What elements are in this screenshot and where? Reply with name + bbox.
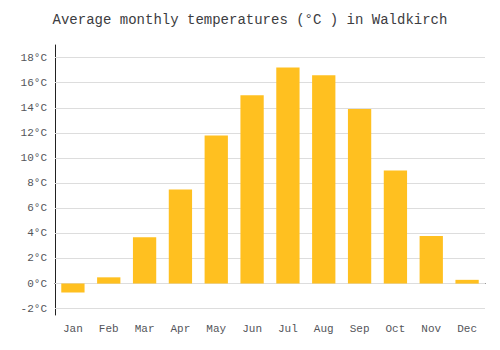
svg-text:8°C: 8°C bbox=[27, 177, 47, 189]
svg-text:0°C: 0°C bbox=[27, 278, 47, 290]
svg-text:Oct: Oct bbox=[386, 323, 406, 335]
svg-text:Jan: Jan bbox=[63, 323, 83, 335]
svg-text:May: May bbox=[206, 323, 226, 335]
svg-text:4°C: 4°C bbox=[27, 227, 47, 239]
svg-text:Feb: Feb bbox=[99, 323, 119, 335]
svg-text:Apr: Apr bbox=[171, 323, 191, 335]
svg-text:Average monthly temperatures (: Average monthly temperatures (°C ) in Wa… bbox=[53, 12, 448, 28]
svg-text:Jul: Jul bbox=[278, 323, 298, 335]
svg-text:Jun: Jun bbox=[242, 323, 262, 335]
svg-text:6°C: 6°C bbox=[27, 202, 47, 214]
svg-text:Nov: Nov bbox=[421, 323, 441, 335]
svg-text:Dec: Dec bbox=[457, 323, 477, 335]
svg-text:Mar: Mar bbox=[135, 323, 155, 335]
svg-text:18°C: 18°C bbox=[21, 52, 48, 64]
svg-text:Aug: Aug bbox=[314, 323, 334, 335]
svg-text:10°C: 10°C bbox=[21, 152, 48, 164]
svg-text:14°C: 14°C bbox=[21, 102, 48, 114]
svg-text:-2°C: -2°C bbox=[21, 303, 48, 315]
svg-text:2°C: 2°C bbox=[27, 252, 47, 264]
svg-text:16°C: 16°C bbox=[21, 77, 48, 89]
svg-text:Sep: Sep bbox=[350, 323, 370, 335]
svg-text:12°C: 12°C bbox=[21, 127, 48, 139]
